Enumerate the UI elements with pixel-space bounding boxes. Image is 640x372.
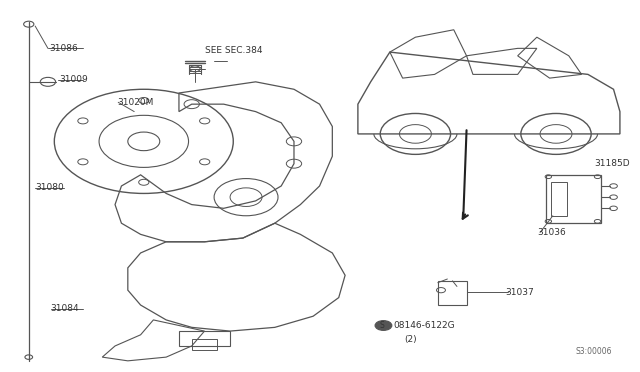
Text: S3:00006: S3:00006 [575, 347, 612, 356]
Text: 31020M: 31020M [117, 98, 154, 107]
Text: 08146-6122G: 08146-6122G [393, 321, 454, 330]
Text: SEE SEC.384: SEE SEC.384 [205, 46, 262, 55]
Text: 31037: 31037 [505, 288, 534, 296]
Bar [547, 175, 601, 223]
Bar [179, 331, 230, 346]
Text: 31009: 31009 [59, 76, 88, 84]
Bar [438, 281, 467, 305]
Bar [551, 182, 567, 216]
Circle shape [375, 321, 392, 330]
Text: 31080: 31080 [35, 183, 64, 192]
Text: 31185D: 31185D [595, 159, 630, 168]
Text: S: S [379, 321, 384, 330]
Text: 31036: 31036 [537, 228, 566, 237]
Text: 31086: 31086 [49, 44, 78, 53]
Text: 31084: 31084 [50, 304, 79, 313]
Text: (2): (2) [404, 335, 417, 344]
Bar [192, 339, 218, 350]
